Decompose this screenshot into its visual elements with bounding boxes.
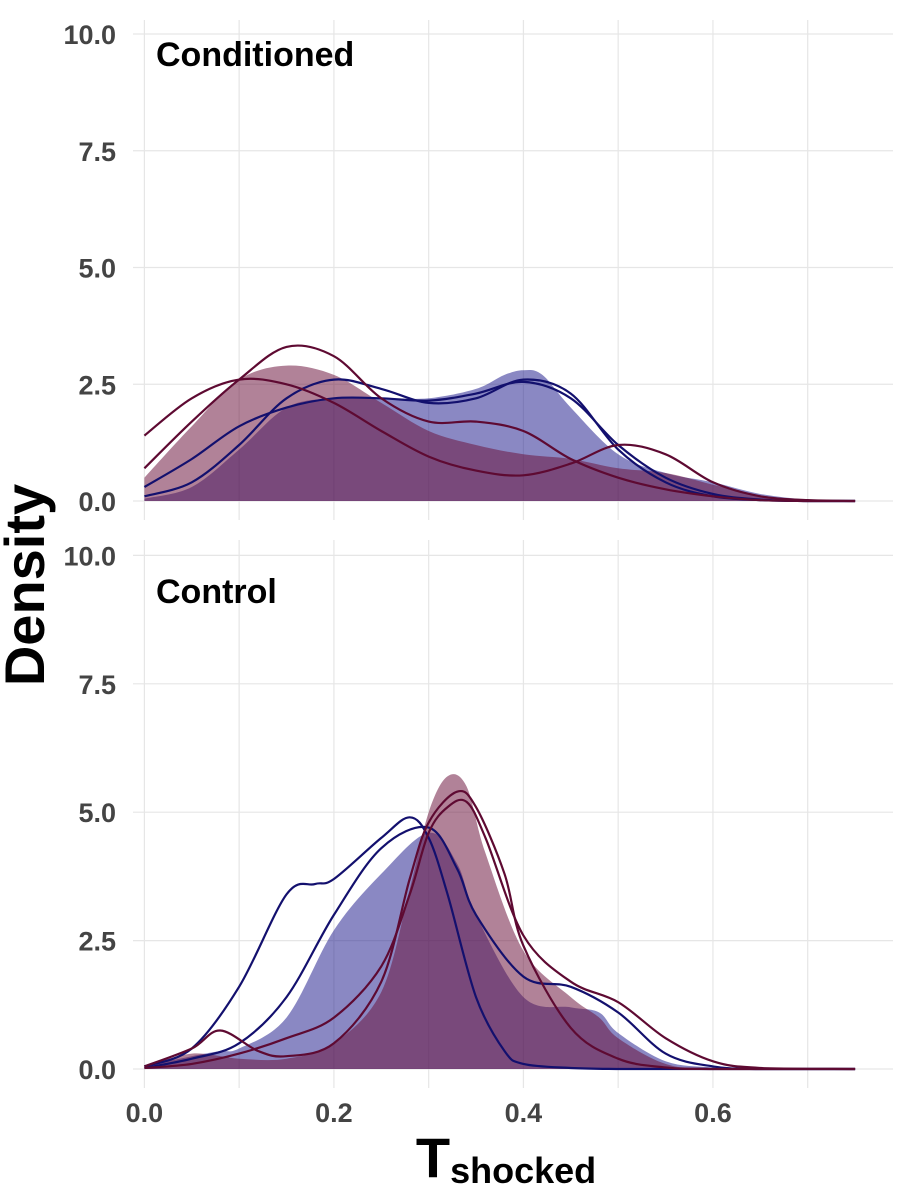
y-tick-label: 10.0 (63, 20, 116, 50)
y-tick-label: 7.5 (78, 137, 116, 167)
y-tick-label: 10.0 (63, 541, 116, 571)
y-tick-label: 2.5 (78, 370, 116, 400)
y-tick-label: 5.0 (78, 254, 116, 284)
panel-conditioned-marks (143, 344, 856, 503)
x-tick-label: 0.0 (126, 1098, 164, 1128)
control-density-line-2 (144, 825, 856, 1071)
control-density-line-1 (144, 816, 856, 1071)
y-tick-label: 7.5 (78, 670, 116, 700)
conditioned-density-line-3 (143, 344, 856, 503)
x-tick-label: 0.2 (315, 1098, 353, 1128)
panel-conditioned: 0.0 2.5 5.0 7.5 10.0 Conditioned (63, 20, 893, 520)
control-density-line-4 (144, 798, 856, 1071)
panel-title-control: Control (156, 573, 277, 611)
conditioned-density-line-4 (143, 377, 856, 503)
panel-conditioned-y-ticks: 0.0 2.5 5.0 7.5 10.0 (63, 20, 116, 517)
y-tick-label: 2.5 (78, 927, 116, 957)
control-density-area-1 (144, 832, 856, 1069)
panel-control: 0.0 2.5 5.0 7.5 10.0 Control (63, 540, 893, 1088)
y-axis-title: Density (0, 484, 56, 686)
control-density-line-3 (144, 789, 856, 1071)
x-tick-label: 0.4 (505, 1098, 543, 1128)
x-axis-title-subscript: shocked (450, 1150, 596, 1191)
control-density-area-2 (144, 774, 856, 1069)
y-tick-label: 0.0 (78, 487, 116, 517)
panel-title-conditioned: Conditioned (156, 36, 354, 74)
x-axis-title: Tshocked (416, 1126, 596, 1191)
panel-control-marks (144, 774, 856, 1071)
y-tick-label: 5.0 (78, 798, 116, 828)
x-tick-label: 0.6 (694, 1098, 732, 1128)
panel-control-y-ticks: 0.0 2.5 5.0 7.5 10.0 (63, 541, 116, 1085)
x-axis-title-main: T (416, 1126, 450, 1189)
x-axis-ticks: 0.0 0.2 0.4 0.6 (126, 1098, 732, 1128)
y-tick-label: 0.0 (78, 1055, 116, 1085)
